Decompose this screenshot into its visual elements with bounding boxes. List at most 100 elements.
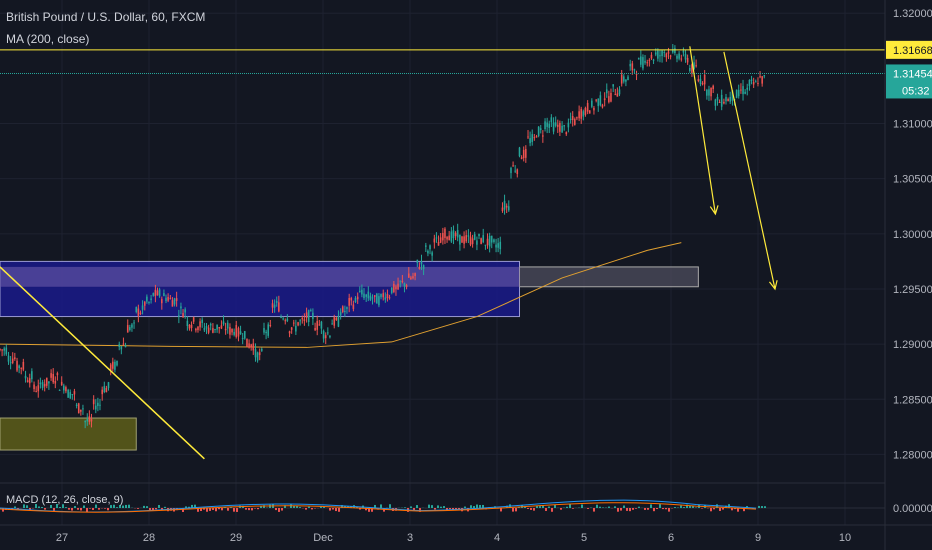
candle-body: [361, 289, 363, 295]
candle: [327, 327, 329, 336]
candle: [139, 310, 142, 316]
candle: [222, 315, 225, 326]
candle-body: [407, 273, 410, 278]
candle: [45, 377, 48, 389]
macd-bar: [68, 508, 70, 510]
candle: [214, 328, 216, 333]
macd-bar: [38, 506, 40, 508]
candle-body: [9, 362, 12, 364]
candle-body: [280, 316, 282, 318]
time-tick-label: 9: [755, 532, 761, 544]
candle: [152, 292, 155, 297]
macd-bar: [608, 506, 610, 508]
candle-body: [146, 296, 148, 302]
candle-body: [459, 234, 461, 245]
candle: [407, 267, 410, 278]
candle-body: [235, 325, 238, 337]
candle-body: [554, 122, 557, 126]
candle: [282, 316, 284, 321]
candle-body: [92, 399, 95, 405]
candle: [582, 109, 585, 121]
candle: [433, 234, 436, 249]
candle: [116, 360, 118, 367]
candle-body: [335, 317, 338, 320]
candle: [710, 87, 712, 101]
candle-body: [761, 76, 763, 84]
candle-body: [39, 382, 42, 385]
candle-body: [701, 83, 704, 85]
candle: [633, 68, 636, 73]
macd-bar: [374, 504, 376, 508]
macd-bar: [680, 505, 682, 508]
candle: [3, 346, 5, 356]
candle-body: [161, 298, 163, 304]
macd-bar: [506, 505, 508, 508]
candle: [71, 393, 74, 400]
candle-body: [661, 50, 663, 57]
candle-body: [412, 276, 414, 279]
macd-bar: [338, 508, 340, 512]
macd-bar: [293, 505, 295, 508]
candle: [54, 376, 57, 389]
candle-body: [601, 104, 604, 108]
candle-body: [71, 394, 74, 396]
macd-bar: [440, 506, 442, 508]
macd-bar: [218, 508, 220, 510]
macd-bar: [668, 508, 670, 512]
candle: [444, 227, 446, 244]
candle: [335, 316, 338, 321]
macd-bar: [746, 506, 748, 508]
candle-body: [54, 381, 57, 384]
price-tick-label: 1.28500: [893, 394, 932, 406]
macd-bar: [482, 504, 484, 508]
candle-body: [393, 283, 395, 292]
candle-body: [535, 136, 538, 138]
candle: [554, 116, 557, 128]
candle-body: [637, 58, 640, 60]
candle-body: [640, 56, 642, 65]
candle: [691, 63, 693, 77]
candle: [31, 368, 33, 383]
candle-body: [297, 322, 299, 326]
candle-body: [478, 233, 480, 237]
candle-body: [635, 73, 638, 75]
candle: [331, 319, 333, 325]
candle-body: [365, 294, 368, 297]
candle: [305, 307, 308, 323]
macd-bar: [431, 505, 433, 508]
candle-body: [248, 343, 250, 348]
macd-bar: [260, 505, 262, 508]
candle-body: [450, 231, 453, 242]
arrow-head: [709, 205, 719, 216]
candle: [267, 322, 270, 338]
candle: [712, 84, 714, 94]
candle-body: [284, 320, 287, 322]
candle: [689, 64, 691, 73]
resistance-label-bg: [886, 40, 932, 59]
candle-body: [265, 331, 267, 334]
candle-body: [327, 332, 329, 334]
candle: [180, 302, 182, 315]
candle: [63, 383, 65, 394]
candle-body: [476, 240, 478, 245]
candle: [205, 323, 208, 335]
candle: [337, 310, 340, 328]
candle: [154, 284, 157, 303]
candle-body: [0, 348, 1, 350]
macd-bar: [80, 508, 82, 511]
candle-body: [256, 352, 259, 361]
candle-body: [77, 403, 80, 414]
candle: [309, 308, 312, 312]
macd-bar: [518, 507, 520, 508]
candle: [378, 293, 380, 308]
macd-bar: [35, 504, 37, 508]
candle-body: [22, 361, 25, 370]
candle-body: [252, 343, 255, 351]
candle-body: [129, 327, 131, 331]
macd-bar: [527, 508, 529, 509]
candle: [97, 397, 99, 412]
candle: [312, 308, 314, 326]
macd-bar: [419, 508, 421, 512]
macd-bar: [512, 508, 514, 512]
